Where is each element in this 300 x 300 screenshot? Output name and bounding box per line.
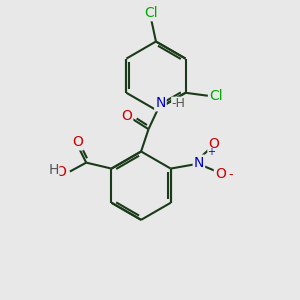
Text: H: H — [48, 163, 59, 177]
Text: N: N — [194, 156, 204, 170]
Text: -: - — [229, 168, 233, 181]
Text: Cl: Cl — [209, 89, 223, 103]
Text: O: O — [122, 110, 132, 123]
Text: N: N — [155, 96, 166, 110]
Text: -H: -H — [171, 97, 185, 110]
Text: O: O — [72, 135, 83, 149]
Text: O: O — [208, 137, 219, 151]
Text: +: + — [207, 147, 215, 157]
Text: O: O — [215, 167, 226, 181]
Text: O: O — [56, 164, 66, 178]
Text: Cl: Cl — [145, 6, 158, 20]
